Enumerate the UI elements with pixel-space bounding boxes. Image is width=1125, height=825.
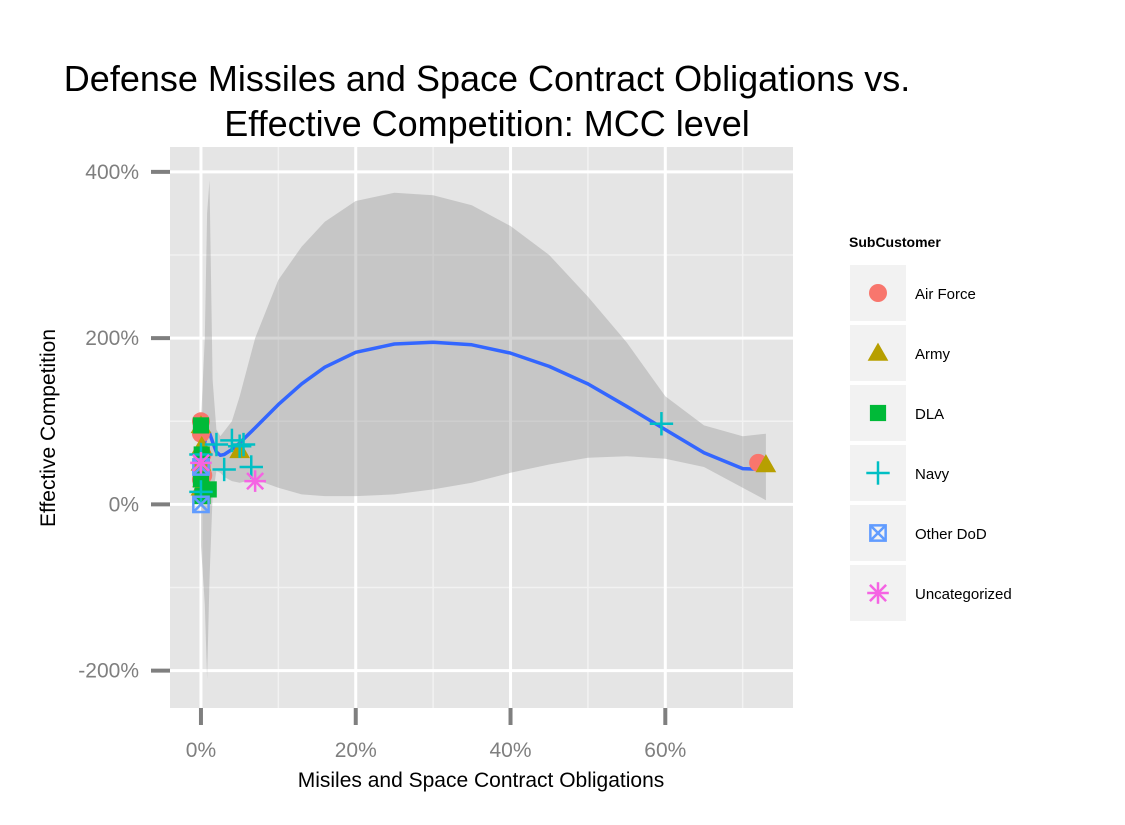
y-axis-title: Effective Competition	[37, 329, 60, 527]
marker-star-d2	[191, 453, 210, 472]
data-point-uncategorized	[244, 470, 266, 492]
marker-circle	[869, 284, 887, 302]
legend-key-dla	[869, 404, 887, 422]
legend-item-army: Army	[850, 325, 950, 381]
x-axis: 0% 20% 40% 60%	[186, 708, 686, 762]
chart-title-line1: Defense Missiles and Space Contract Obli…	[64, 58, 910, 99]
legend-item-navy: Navy	[850, 445, 950, 501]
chart-title-line2: Effective Competition: MCC level	[224, 103, 750, 144]
marker-box	[192, 495, 210, 514]
data-point-navy	[227, 434, 252, 458]
legend-key-air-force	[869, 284, 887, 302]
confidence-band-layer	[201, 180, 766, 679]
legend-item-air-force: Air Force	[850, 265, 976, 321]
y-tick-label: 400%	[85, 161, 139, 184]
data-point-other-dod	[192, 495, 210, 514]
marker-box-diag2	[192, 495, 210, 513]
marker-box-diag2	[869, 524, 887, 542]
data-point-navy	[189, 480, 213, 504]
data-point-navy	[231, 432, 256, 457]
plot-panel	[170, 147, 793, 708]
x-tick-label: 20%	[335, 739, 377, 762]
y-tick-label: -200%	[78, 660, 139, 683]
y-tick-label: 200%	[85, 327, 139, 350]
marker-square	[869, 404, 887, 422]
legend-label: Navy	[915, 466, 950, 483]
marker-triangle	[755, 454, 777, 473]
x-tick-label: 0%	[186, 739, 216, 762]
data-point-dla	[200, 481, 217, 498]
data-point-uncategorized	[190, 452, 212, 474]
legend-item-dla: DLA	[850, 385, 944, 441]
legend-label: Army	[915, 346, 950, 363]
data-point-dla	[192, 417, 210, 434]
legend-label: Air Force	[915, 286, 976, 303]
marker-star-d2	[246, 472, 265, 491]
marker-square	[192, 417, 210, 434]
marker-square	[200, 481, 217, 498]
x-tick-label: 40%	[490, 739, 532, 762]
marker-star-d2	[869, 584, 887, 602]
marker-triangle	[867, 342, 889, 361]
legend: Air Force Army DLA Navy Other DoD Uncategoriz…	[850, 265, 1012, 621]
data-point-navy	[212, 457, 236, 482]
legend-item-uncategorized: Uncategorized	[850, 565, 1012, 621]
y-tick-label: 0%	[109, 493, 139, 516]
x-tick-label: 60%	[644, 739, 686, 762]
data-point-navy	[204, 432, 229, 457]
points-layer	[189, 412, 777, 514]
legend-key-navy	[866, 461, 890, 485]
legend-label: DLA	[915, 406, 944, 423]
y-axis: 400% 200% 0% -200%	[78, 161, 170, 683]
marker-box	[869, 524, 887, 542]
legend-item-other-dod: Other DoD	[850, 505, 987, 561]
grid-major	[170, 147, 793, 708]
grid-minor	[170, 147, 793, 708]
x-axis-title: Misiles and Space Contract Obligations	[298, 769, 665, 792]
data-point-navy	[239, 455, 263, 479]
legend-label: Uncategorized	[915, 586, 1012, 603]
legend-key-uncategorized	[867, 582, 889, 604]
data-point-navy	[649, 412, 674, 436]
legend-title: SubCustomer	[849, 234, 941, 250]
legend-label: Other DoD	[915, 526, 987, 543]
legend-key-other-dod	[869, 524, 887, 542]
legend-key-army	[867, 342, 889, 361]
data-point-army	[755, 454, 777, 473]
confidence-band	[201, 180, 766, 679]
